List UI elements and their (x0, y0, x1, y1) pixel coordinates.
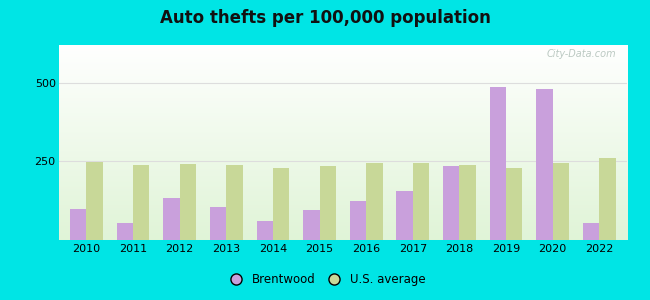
Bar (320, 166, 336, 240)
Bar (460, 165, 476, 240)
Bar (304, 210, 320, 240)
Bar (70, 208, 86, 240)
Bar (179, 164, 196, 240)
Bar (257, 221, 273, 240)
Bar (117, 223, 133, 240)
Bar (366, 163, 382, 240)
Bar (350, 201, 366, 240)
Bar (226, 166, 242, 240)
Bar (583, 223, 599, 240)
Bar (443, 166, 460, 240)
Bar (133, 164, 150, 240)
Legend: Brentwood, U.S. average: Brentwood, U.S. average (220, 269, 430, 291)
Text: Auto thefts per 100,000 population: Auto thefts per 100,000 population (159, 9, 491, 27)
Bar (210, 207, 226, 240)
Bar (536, 89, 552, 240)
Bar (273, 168, 289, 240)
Bar (396, 191, 413, 240)
Bar (413, 163, 429, 240)
Bar (163, 197, 179, 240)
Bar (552, 163, 569, 240)
Bar (506, 168, 523, 240)
Text: City-Data.com: City-Data.com (546, 49, 616, 59)
Bar (489, 88, 506, 240)
Bar (86, 162, 103, 240)
Bar (599, 158, 616, 240)
